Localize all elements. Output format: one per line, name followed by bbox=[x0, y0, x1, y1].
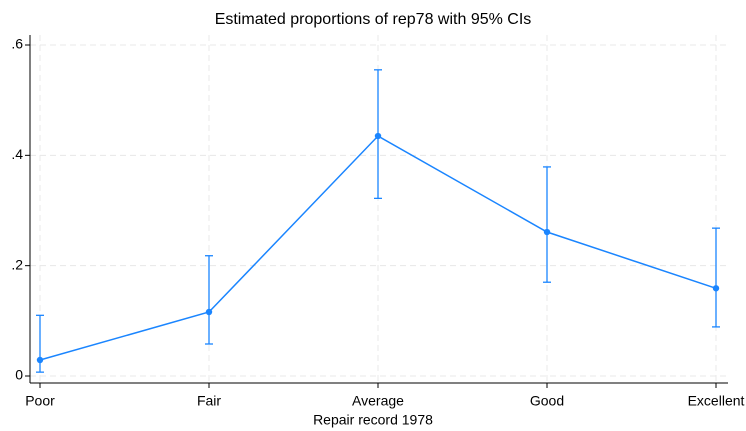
point bbox=[374, 132, 382, 140]
x-tick-label: Good bbox=[530, 393, 564, 409]
point bbox=[712, 285, 720, 292]
point bbox=[543, 228, 551, 236]
x-tick-label: Poor bbox=[25, 393, 55, 409]
y-tick-label: .6 bbox=[11, 36, 23, 52]
x-tick-label: Excellent bbox=[688, 393, 745, 409]
x-tick-label: Fair bbox=[197, 393, 221, 409]
point bbox=[205, 308, 213, 316]
point bbox=[36, 356, 44, 364]
chart-title: Estimated proportions of rep78 with 95% … bbox=[215, 11, 532, 28]
x-tick-label: Average bbox=[352, 393, 404, 409]
x-axis-label: Repair record 1978 bbox=[313, 412, 433, 428]
y-tick-label: .4 bbox=[11, 146, 23, 162]
y-tick-label: 0 bbox=[15, 367, 23, 383]
y-tick-label: .2 bbox=[11, 256, 23, 272]
